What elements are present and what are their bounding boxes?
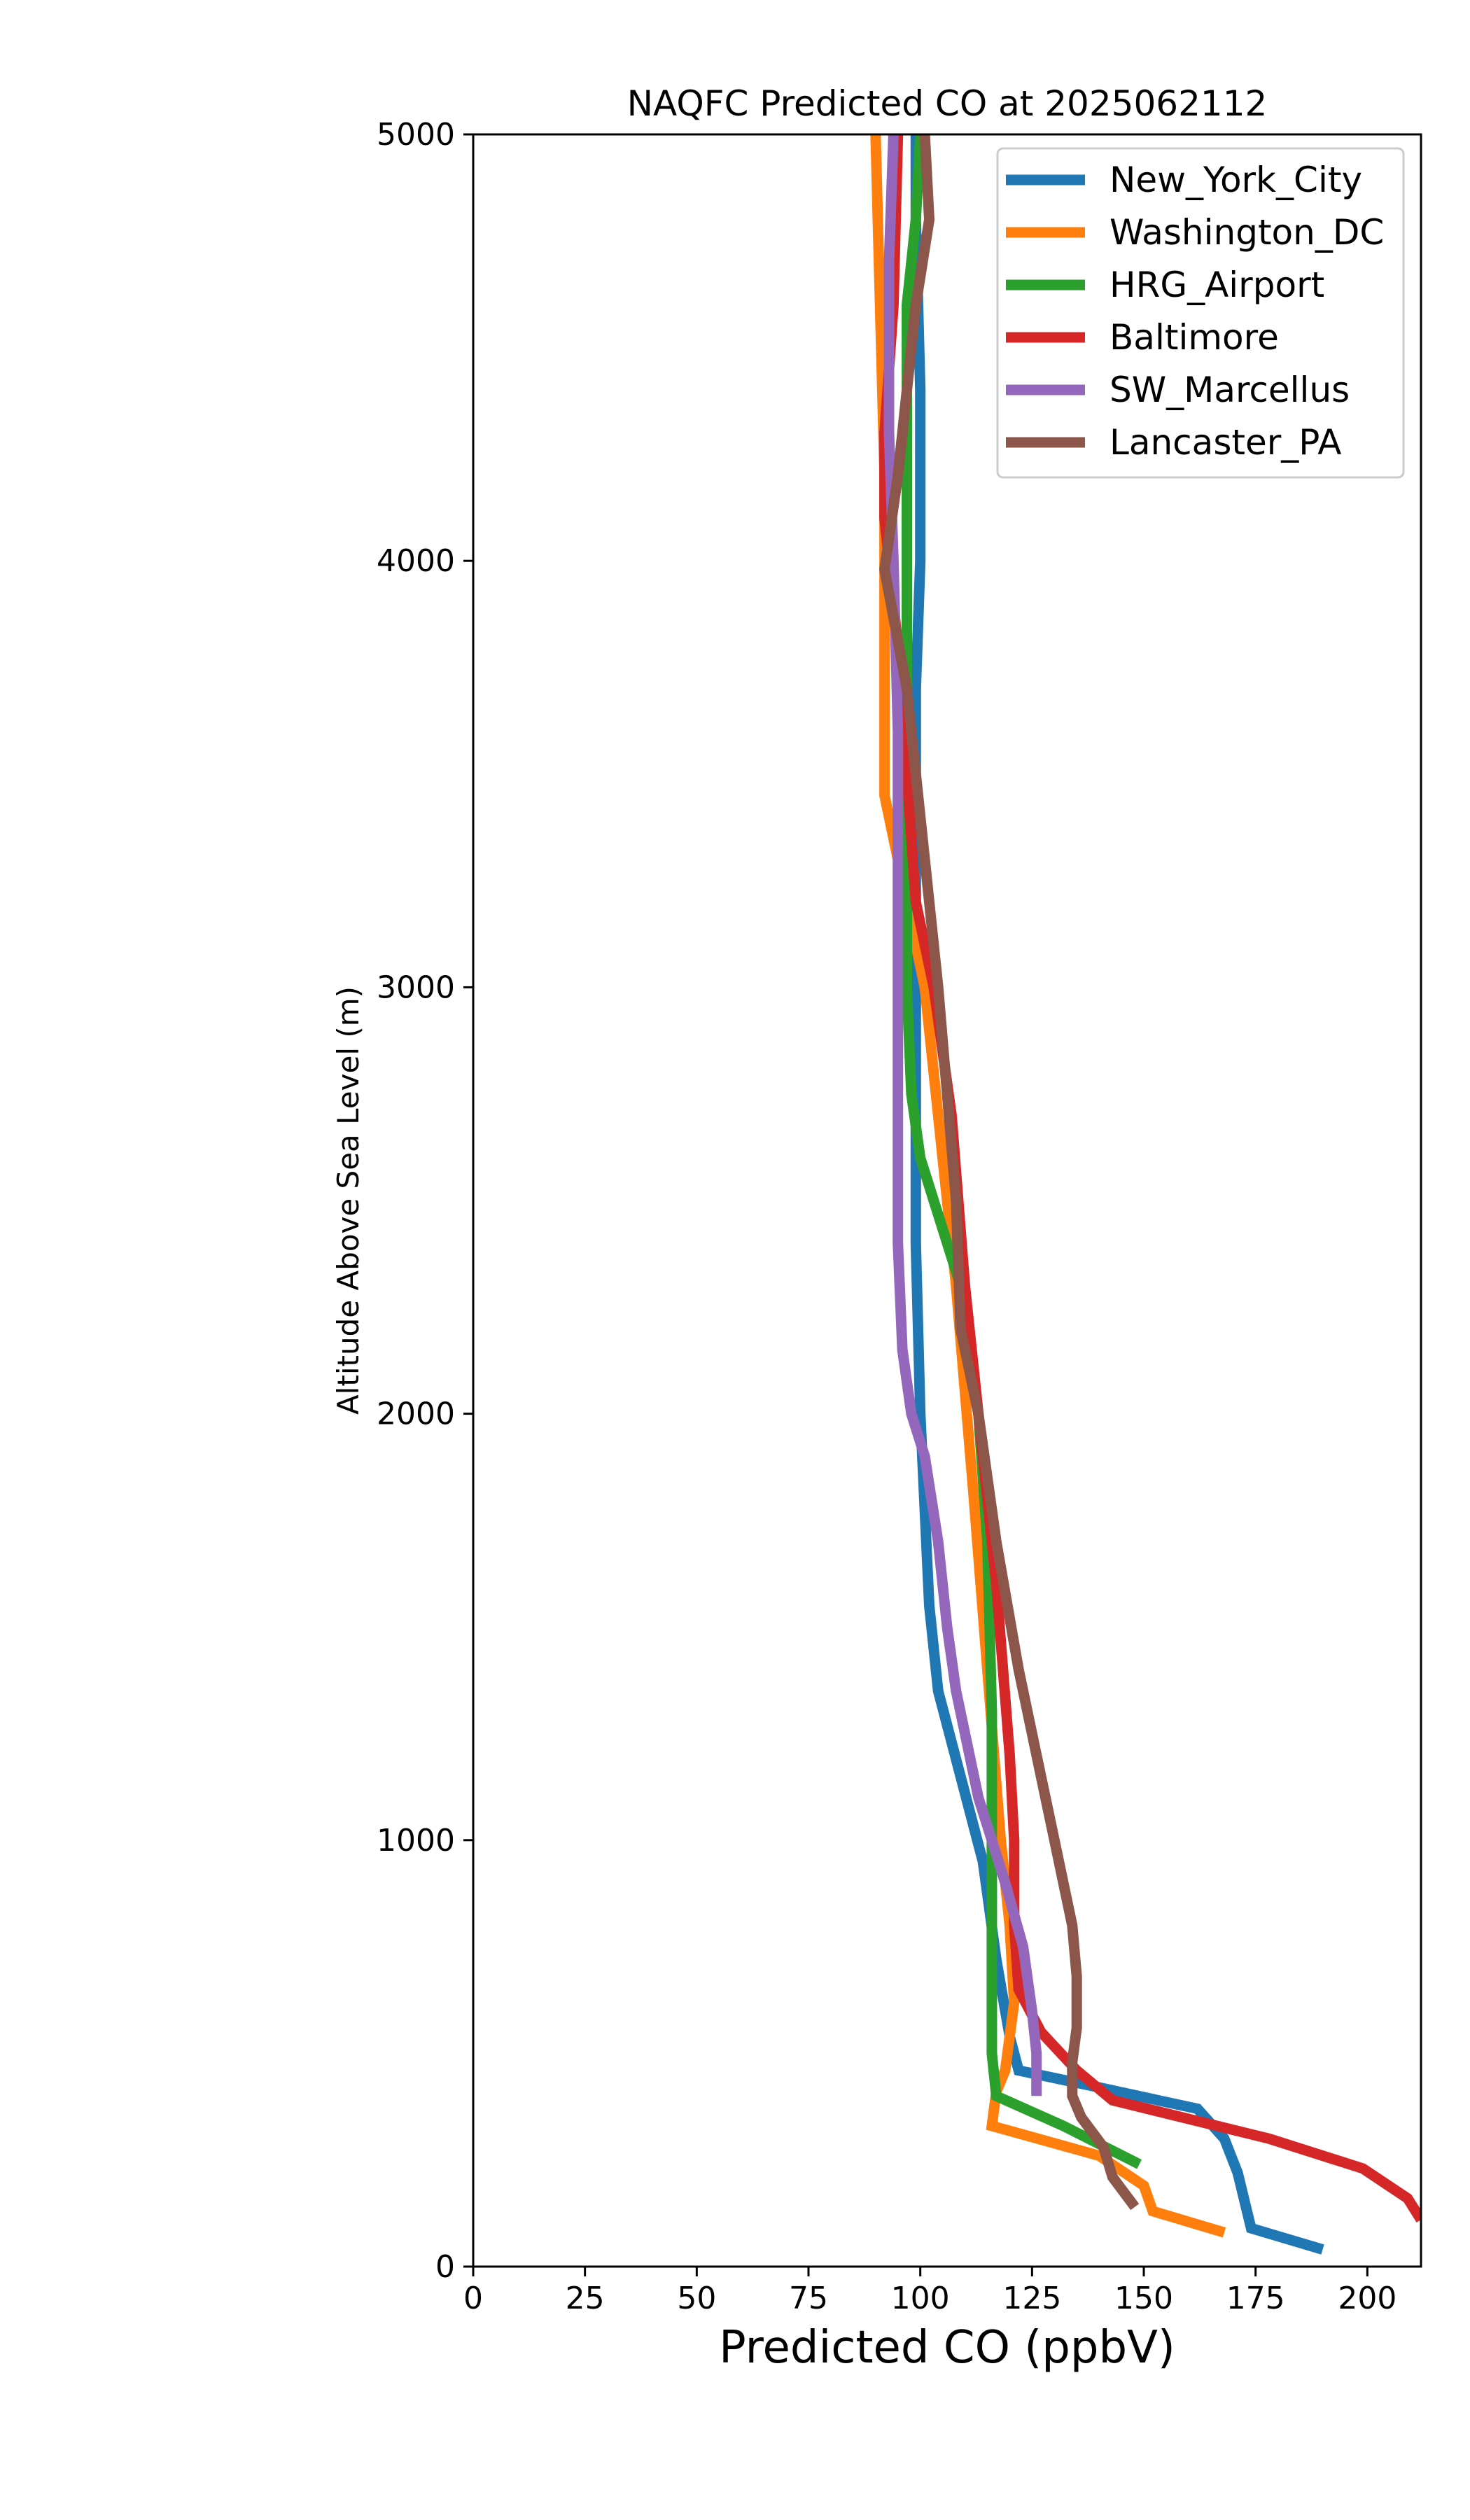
y-tick-label: 3000 [377,969,455,1005]
legend-entry-label: Baltimore [1110,317,1279,358]
x-axis: 0 25 50 75 100 125 150 175 200 [463,2267,1396,2316]
x-tick-label: 50 [677,2281,716,2316]
x-tick-label: 75 [789,2281,828,2316]
legend-box [996,147,1405,479]
x-tick-label: 100 [891,2281,950,2316]
x-tick-label: 0 [463,2281,483,2316]
legend-entry-label: New_York_City [1110,160,1362,200]
legend-entry-label: Washington_DC [1110,212,1384,253]
y-axis: 0 1000 2000 3000 4000 5000 [377,117,473,2285]
x-axis-label: Predicted CO (ppbV) [719,2322,1175,2374]
x-tick-label: 175 [1226,2281,1285,2316]
series-line-lancaster-pa [879,134,1140,2211]
x-tick-label: 150 [1114,2281,1173,2316]
chart-title: NAQFC Predicted CO at 2025062112 [627,83,1268,124]
legend-entry-label: HRG_Airport [1110,265,1324,305]
x-tick-label: 25 [566,2281,605,2316]
series-group [870,134,1421,2255]
y-axis-label: Altitude Above Sea Level (m) [331,986,365,1415]
y-tick-label: 0 [435,2249,455,2285]
y-tick-label: 5000 [377,117,455,153]
series-line-sw-marcellus [883,134,1042,2096]
legend-entry-label: SW_Marcellus [1110,370,1350,410]
legend-entry-label: Lancaster_PA [1110,422,1341,463]
x-tick-label: 200 [1338,2281,1396,2316]
legend: New_York_City Washington_DC HRG_Airport Bal… [996,147,1405,479]
plot-area-frame [472,133,1422,2268]
x-tick-label: 125 [1002,2281,1061,2316]
y-tick-label: 4000 [377,543,455,579]
y-tick-label: 1000 [377,1823,455,1858]
y-tick-label: 2000 [377,1396,455,1432]
